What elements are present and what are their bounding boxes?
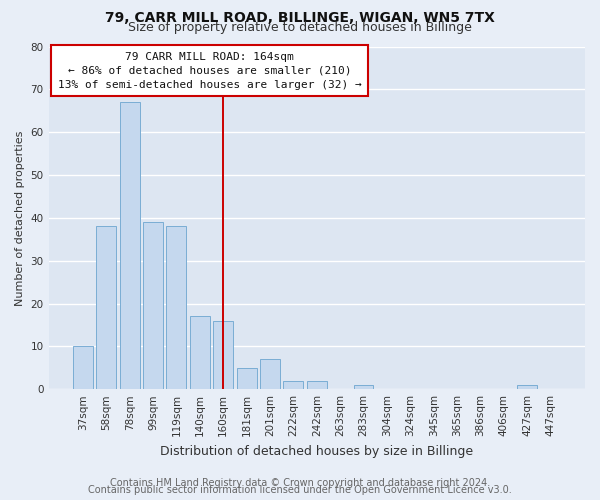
Bar xyxy=(517,385,537,389)
Bar xyxy=(307,380,327,389)
Text: Contains public sector information licensed under the Open Government Licence v3: Contains public sector information licen… xyxy=(88,485,512,495)
Text: Size of property relative to detached houses in Billinge: Size of property relative to detached ho… xyxy=(128,21,472,34)
X-axis label: Distribution of detached houses by size in Billinge: Distribution of detached houses by size … xyxy=(160,444,473,458)
Bar xyxy=(283,380,304,389)
Bar xyxy=(236,368,257,389)
Bar xyxy=(143,222,163,389)
Text: Contains HM Land Registry data © Crown copyright and database right 2024.: Contains HM Land Registry data © Crown c… xyxy=(110,478,490,488)
Bar xyxy=(190,316,210,389)
Bar xyxy=(97,226,116,389)
Bar xyxy=(260,359,280,389)
Text: 79, CARR MILL ROAD, BILLINGE, WIGAN, WN5 7TX: 79, CARR MILL ROAD, BILLINGE, WIGAN, WN5… xyxy=(105,11,495,25)
Bar xyxy=(166,226,187,389)
Bar xyxy=(73,346,93,389)
Bar xyxy=(213,320,233,389)
Bar xyxy=(120,102,140,389)
Y-axis label: Number of detached properties: Number of detached properties xyxy=(15,130,25,306)
Bar xyxy=(353,385,373,389)
Text: 79 CARR MILL ROAD: 164sqm
← 86% of detached houses are smaller (210)
13% of semi: 79 CARR MILL ROAD: 164sqm ← 86% of detac… xyxy=(58,52,361,90)
